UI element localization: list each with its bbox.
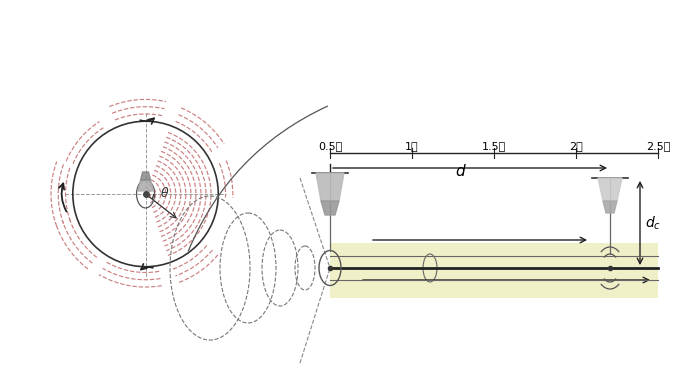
Polygon shape <box>137 180 154 191</box>
Text: 1米: 1米 <box>406 141 419 151</box>
Text: $\theta$: $\theta$ <box>160 186 169 200</box>
Text: d: d <box>455 164 464 179</box>
Polygon shape <box>321 201 339 215</box>
Polygon shape <box>598 178 622 201</box>
Polygon shape <box>141 172 150 180</box>
Text: 0.5米: 0.5米 <box>318 141 342 151</box>
Polygon shape <box>603 201 617 213</box>
Bar <box>330 243 658 298</box>
Polygon shape <box>316 173 344 201</box>
Text: $d_c$: $d_c$ <box>645 214 661 232</box>
Text: 2米: 2米 <box>569 141 583 151</box>
Text: 1.5米: 1.5米 <box>482 141 506 151</box>
Text: 2.5米: 2.5米 <box>646 141 670 151</box>
